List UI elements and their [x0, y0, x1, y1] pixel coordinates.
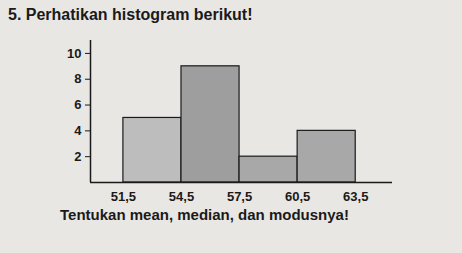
svg-text:63,5: 63,5	[343, 189, 368, 204]
svg-text:54,5: 54,5	[169, 189, 194, 204]
svg-text:8: 8	[74, 71, 81, 86]
svg-text:4: 4	[74, 123, 82, 138]
svg-text:57,5: 57,5	[227, 189, 252, 204]
html-text:Tentukan mean, median, dan mod: Tentukan mean, median, dan modusnya!	[60, 206, 349, 223]
svg-text:10: 10	[67, 46, 81, 61]
svg-text:60,5: 60,5	[285, 189, 310, 204]
svg-text:6: 6	[74, 97, 81, 112]
svg-text:2: 2	[74, 149, 81, 164]
html-text:5. Perhatikan histogram beriku: 5. Perhatikan histogram berikut!	[8, 6, 253, 23]
svg-text:51,5: 51,5	[111, 189, 136, 204]
